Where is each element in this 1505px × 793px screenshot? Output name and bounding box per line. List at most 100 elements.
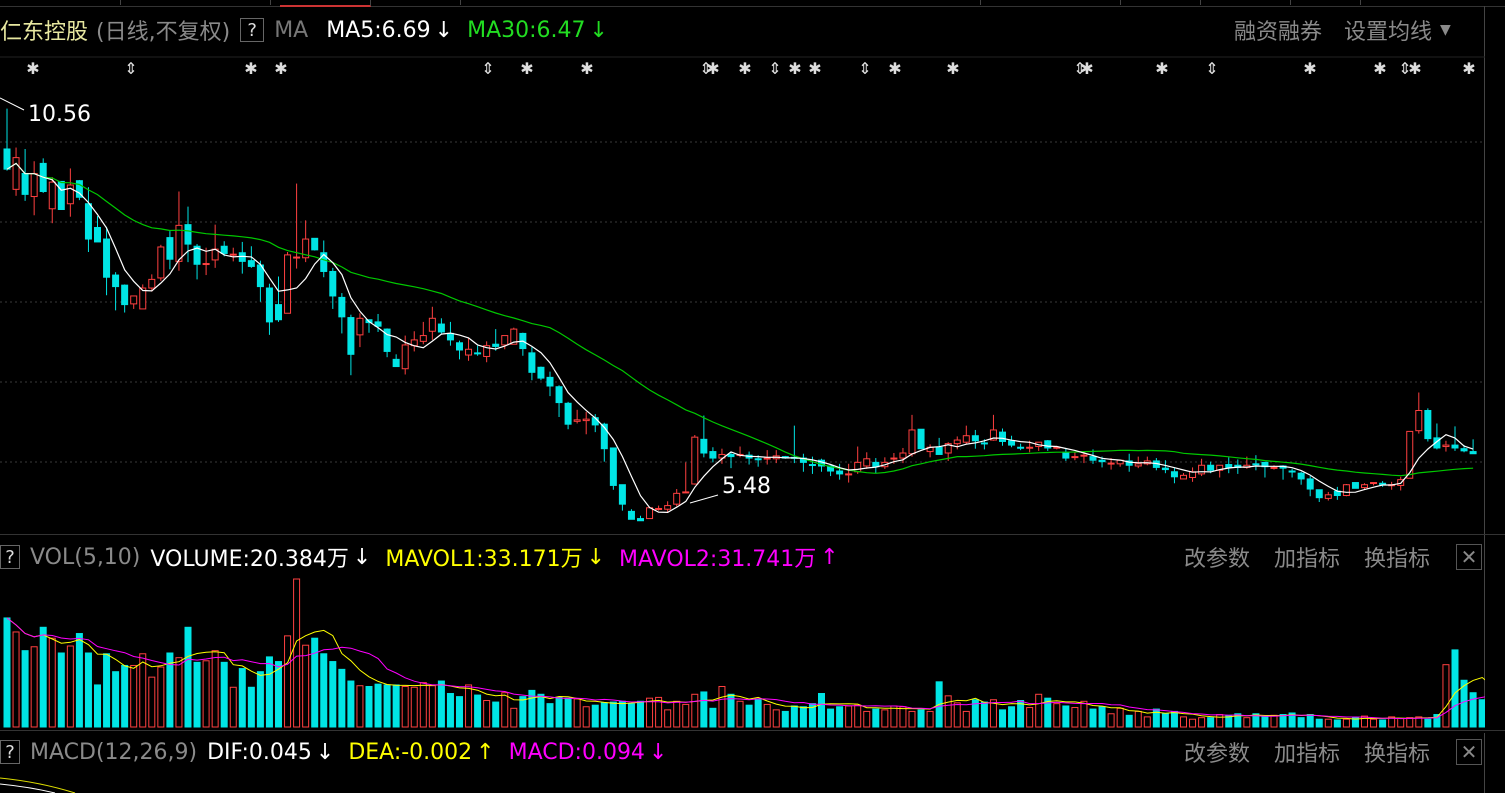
candle	[238, 241, 246, 274]
macd-edit-params-button[interactable]: 改参数	[1184, 742, 1251, 767]
vol-add-indicator-button[interactable]: 加指标	[1274, 547, 1341, 572]
top-tab[interactable]	[0, 0, 121, 5]
candle-body	[347, 317, 355, 355]
candle-body	[600, 423, 608, 450]
top-tab[interactable]	[1300, 0, 1361, 5]
candle	[483, 341, 491, 363]
help-button[interactable]: ?	[240, 18, 265, 42]
volume-bar	[465, 684, 473, 728]
candle-body	[374, 321, 382, 327]
macd-chart[interactable]	[0, 772, 1485, 793]
macd-indicator-name[interactable]: MACD(12,26,9)	[30, 739, 198, 765]
candle	[175, 191, 183, 271]
vol-close-icon[interactable]: ✕	[1456, 544, 1482, 570]
candle-body	[356, 317, 364, 336]
volume-bar	[999, 709, 1006, 728]
volume-bar	[646, 697, 654, 728]
vol-header: ? VOL(5,10) VOLUME:20.384万 ↓ MAVOL1:33.1…	[0, 542, 849, 572]
volume-bar	[827, 708, 835, 728]
volume-bar	[1252, 713, 1260, 728]
candle-body	[1216, 464, 1224, 471]
candle-body	[302, 238, 310, 259]
candle-body	[1107, 462, 1115, 465]
ma-settings-button[interactable]: 设置均线	[1344, 20, 1433, 45]
candle-body	[112, 274, 120, 288]
macd-close-icon[interactable]: ✕	[1456, 739, 1482, 765]
kline-chart[interactable]: ✱ ⇕ ✱ ✱ ⇕ ✱ ✱ ⇕✱ ✱ ⇕ ✱ ✱ ⇕ ✱ ✱ ⇕✱ ✱ ⇕ ✱ ✱ ⇕✱ ✱ 10.56 5.48	[0, 0, 1485, 530]
event-star-icon: ✱	[1303, 59, 1316, 78]
candle-body	[646, 507, 654, 520]
volume-bar	[664, 709, 672, 728]
candle-body	[700, 438, 708, 454]
margin-trading-button[interactable]: 融资融券	[1234, 20, 1323, 45]
candle	[682, 462, 690, 494]
volume-bar	[618, 700, 626, 728]
macd-help-button[interactable]: ?	[0, 740, 20, 764]
candle	[410, 331, 418, 352]
volume-bar	[3, 617, 11, 728]
candle	[971, 429, 979, 449]
volume-chart[interactable]	[0, 574, 1485, 729]
volume-bar	[1152, 708, 1160, 728]
candle	[1261, 461, 1269, 478]
candle	[84, 187, 92, 253]
volume-bar	[908, 710, 916, 728]
candle	[474, 345, 482, 356]
candle-body	[30, 172, 38, 198]
vol-help-button[interactable]: ?	[0, 545, 20, 569]
top-tab[interactable]	[130, 0, 271, 5]
candle-body	[130, 295, 138, 305]
candle	[311, 237, 319, 251]
candle	[166, 231, 174, 270]
top-tab[interactable]	[1130, 0, 1201, 5]
stock-name[interactable]: 仁东控股	[0, 20, 89, 45]
candle-body	[12, 157, 20, 190]
volume-bar	[1189, 718, 1197, 728]
candle-body	[1125, 460, 1133, 466]
candle-body	[465, 348, 473, 356]
low-price-label: 5.48	[722, 474, 771, 499]
volume-bar	[356, 685, 364, 728]
volume-bar	[1306, 714, 1314, 728]
top-tab[interactable]	[1210, 0, 1291, 5]
macd-header: ? MACD(12,26,9) DIF:0.045 ↓ DEA:-0.002 ↑…	[0, 737, 677, 767]
volume-bar	[446, 693, 454, 728]
top-tab-active[interactable]	[280, 0, 371, 7]
event-star-icon: ✱	[580, 59, 593, 78]
top-tab[interactable]	[990, 0, 1121, 5]
top-tab[interactable]	[900, 0, 981, 5]
candle-body	[483, 345, 491, 357]
volume-bar	[881, 709, 889, 728]
volume-bar	[1469, 692, 1477, 728]
volume-bar	[1170, 710, 1178, 728]
candle-body	[637, 518, 644, 522]
candle	[1125, 453, 1133, 472]
volume-bar	[437, 680, 445, 728]
vol-edit-params-button[interactable]: 改参数	[1184, 547, 1251, 572]
candle	[419, 321, 427, 345]
event-star-icon: ✱	[26, 59, 39, 78]
volume-bar	[953, 702, 961, 728]
volume-bar	[401, 685, 409, 728]
volume-bar	[890, 705, 898, 728]
chevron-down-icon[interactable]: ▼	[1440, 22, 1451, 38]
candle-body	[1170, 471, 1178, 478]
candle-body	[1451, 444, 1459, 449]
candle-body	[338, 296, 346, 318]
event-star-icon: ✱	[1408, 59, 1421, 78]
candle-body	[401, 344, 409, 370]
volume-bar	[12, 631, 20, 728]
candle	[1198, 458, 1206, 477]
candle-body	[121, 284, 129, 306]
event-arrow-icon: ⇕	[768, 59, 781, 78]
volume-bar	[1333, 719, 1341, 728]
volume-bar	[627, 703, 635, 728]
top-tab[interactable]	[380, 0, 461, 5]
vol-indicator-name[interactable]: VOL(5,10)	[30, 544, 141, 570]
macd-add-indicator-button[interactable]: 加指标	[1274, 742, 1341, 767]
candle-body	[1134, 463, 1142, 467]
candle-body	[682, 491, 690, 494]
ma5-trend-icon: ↓	[434, 17, 454, 43]
vol-switch-indicator-button[interactable]: 换指标	[1364, 547, 1431, 572]
macd-switch-indicator-button[interactable]: 换指标	[1364, 742, 1431, 767]
